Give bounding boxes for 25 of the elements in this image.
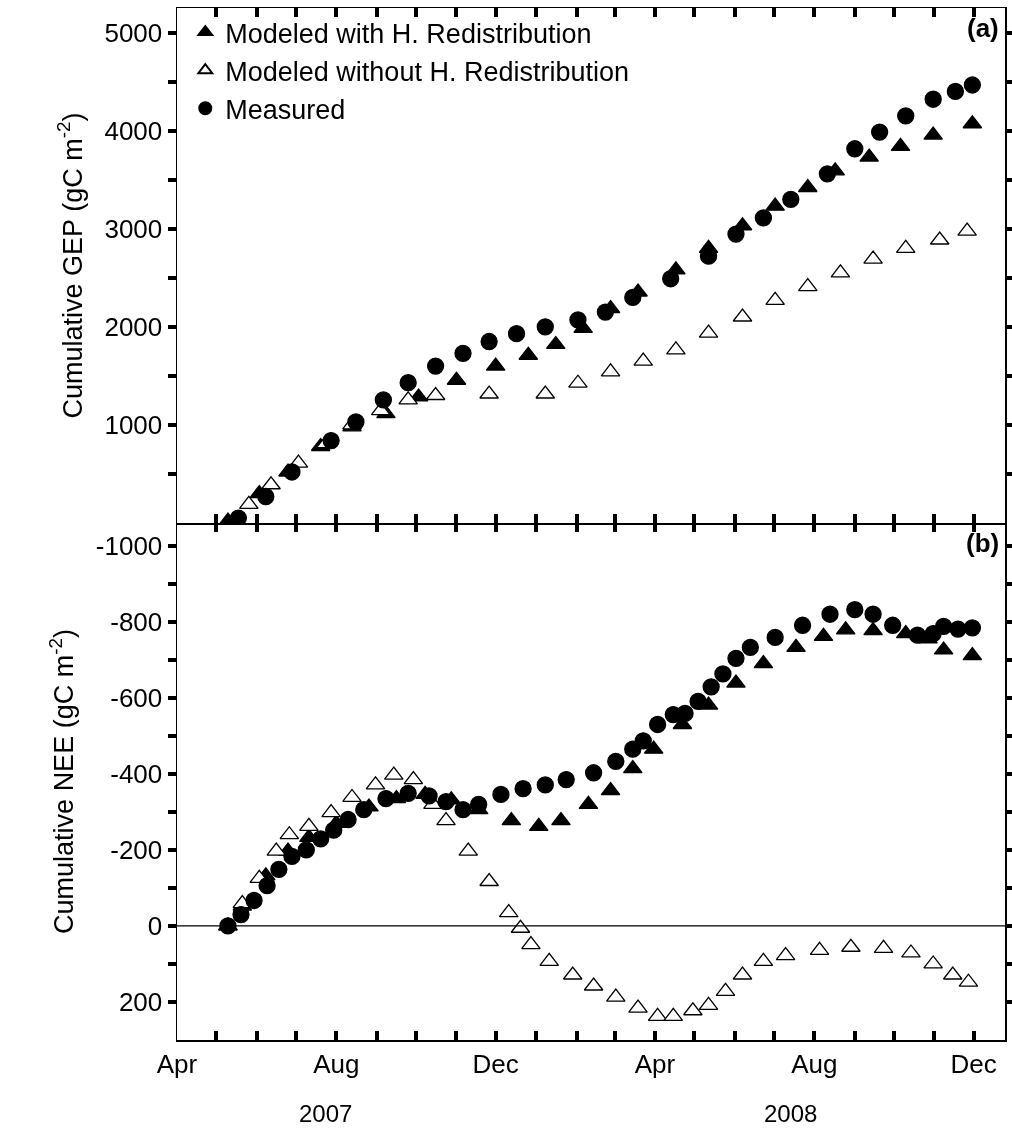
y-tick-label: -600 <box>110 682 163 713</box>
x-tick-label: Apr <box>634 1048 676 1079</box>
legend-label: Measured <box>225 94 346 125</box>
legend-label: Modeled with H. Redistribution <box>225 18 592 49</box>
y-tick-label: 200 <box>118 987 163 1018</box>
y-tick-label: -400 <box>110 759 163 789</box>
x-tick-label: Dec <box>950 1048 997 1079</box>
y-tick-label: 0 <box>147 911 163 942</box>
text: 2007 <box>299 1100 353 1127</box>
legend-label: Modeled without H. Redistribution <box>225 56 629 87</box>
y-tick-label: -800 <box>110 606 163 637</box>
y-tick-label: 1000 <box>104 410 163 440</box>
annotation: (a) <box>967 13 999 43</box>
y-tick-label: 4000 <box>104 115 163 146</box>
x-tick-label: Aug <box>791 1048 838 1079</box>
annotation: (b) <box>966 528 1000 558</box>
x-tick-label: Apr <box>156 1048 198 1079</box>
y-tick-label: 5000 <box>104 17 163 48</box>
y-tick-label: 2000 <box>104 311 163 342</box>
text: 2008 <box>764 1100 818 1127</box>
x-tick-label: Dec <box>472 1048 519 1079</box>
y-tick-label: -200 <box>110 835 163 866</box>
x-tick-label: Aug <box>313 1048 360 1079</box>
y-tick-label: 3000 <box>104 213 163 244</box>
y-tick-label: -1000 <box>95 530 163 561</box>
